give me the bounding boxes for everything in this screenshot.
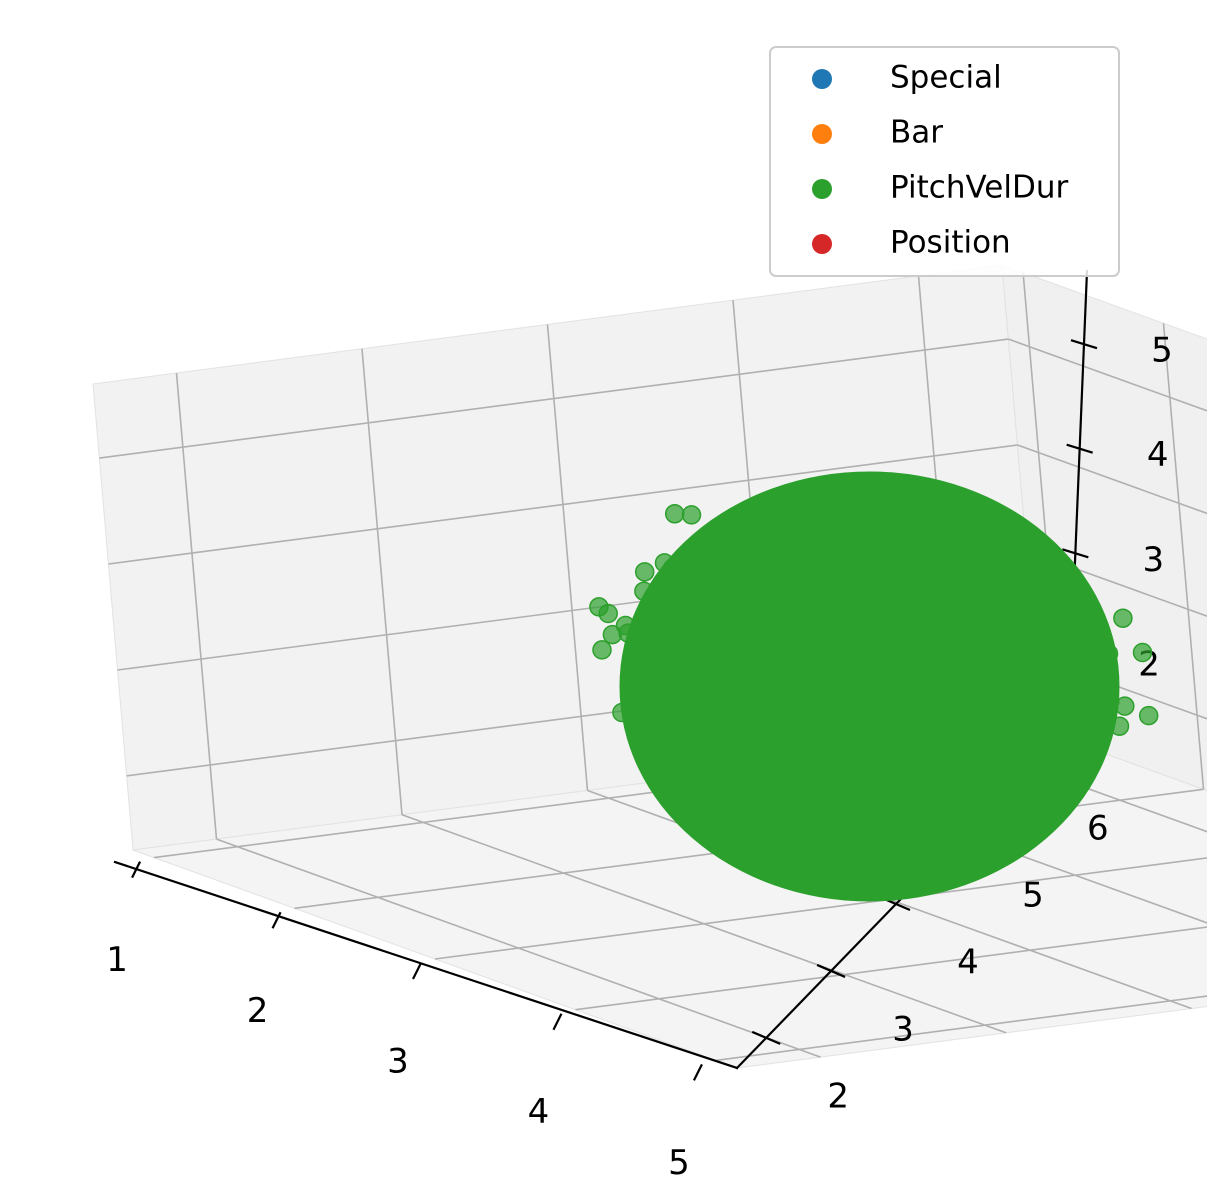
legend-box <box>769 46 1120 277</box>
y-tick-label: 4 <box>957 943 979 983</box>
scatter-point <box>681 505 702 525</box>
y-grid-left <box>361 348 403 815</box>
y-grid-left <box>546 324 589 791</box>
x-tick <box>552 1013 563 1031</box>
z-grid-left <box>108 444 1018 565</box>
legend-label: Special <box>890 60 1002 96</box>
cluster-core <box>619 471 1120 902</box>
legend-label: PitchVelDur <box>890 170 1068 206</box>
x-tick-label: 3 <box>387 1042 409 1082</box>
z-tick-label: 3 <box>1143 540 1165 580</box>
z-tick <box>1070 339 1098 350</box>
x-tick <box>412 962 422 980</box>
z-tick-label: 5 <box>1151 331 1173 371</box>
z-grid-back <box>1035 656 1207 720</box>
y-tick-label: 6 <box>1087 809 1109 849</box>
scatter-point <box>589 597 609 617</box>
scatter-point <box>1138 705 1159 726</box>
y-grid-floor <box>216 838 821 1058</box>
scatter-point <box>592 640 612 660</box>
scatter-point <box>1113 608 1133 628</box>
legend-marker <box>812 124 832 144</box>
y-tick <box>751 1030 781 1045</box>
legend-marker <box>812 179 832 199</box>
z-grid-back <box>1026 550 1207 617</box>
x-tick <box>692 1063 703 1081</box>
scatter-point <box>664 504 685 524</box>
y-tick-label: 5 <box>1022 876 1044 916</box>
x-tick-label: 1 <box>106 940 128 980</box>
x-tick-label: 4 <box>528 1092 550 1132</box>
z-grid-back <box>1008 338 1207 412</box>
x-tick-label: 5 <box>668 1143 690 1183</box>
x-tick <box>131 861 142 879</box>
x-tick-label: 2 <box>247 991 269 1031</box>
legend-label: Position <box>890 225 1011 261</box>
scatter-points <box>589 471 1159 902</box>
scatter-point <box>634 562 655 582</box>
scatter-point <box>1132 642 1153 663</box>
legend-label: Bar <box>890 115 943 151</box>
y-tick-label: 3 <box>892 1009 914 1049</box>
scatter-point <box>602 624 623 645</box>
z-grid-back <box>1017 444 1207 515</box>
y-tick-label: 2 <box>827 1076 849 1116</box>
z-tick-label: 4 <box>1147 435 1169 475</box>
y-tick <box>816 963 846 978</box>
legend-marker <box>812 234 832 254</box>
y-grid-floor <box>401 814 1007 1034</box>
x-grid-back <box>1162 323 1205 790</box>
x-tick <box>271 911 282 929</box>
legend: Special Bar PitchVelDur Position <box>769 46 1120 277</box>
series-pitchveldur <box>589 471 1159 902</box>
legend-marker <box>812 69 832 89</box>
z-tick <box>1062 548 1089 559</box>
y-grid-left <box>175 373 218 840</box>
z-tick <box>1066 443 1093 454</box>
z-grid-left <box>99 338 1009 459</box>
x-axis-line <box>113 860 739 1070</box>
